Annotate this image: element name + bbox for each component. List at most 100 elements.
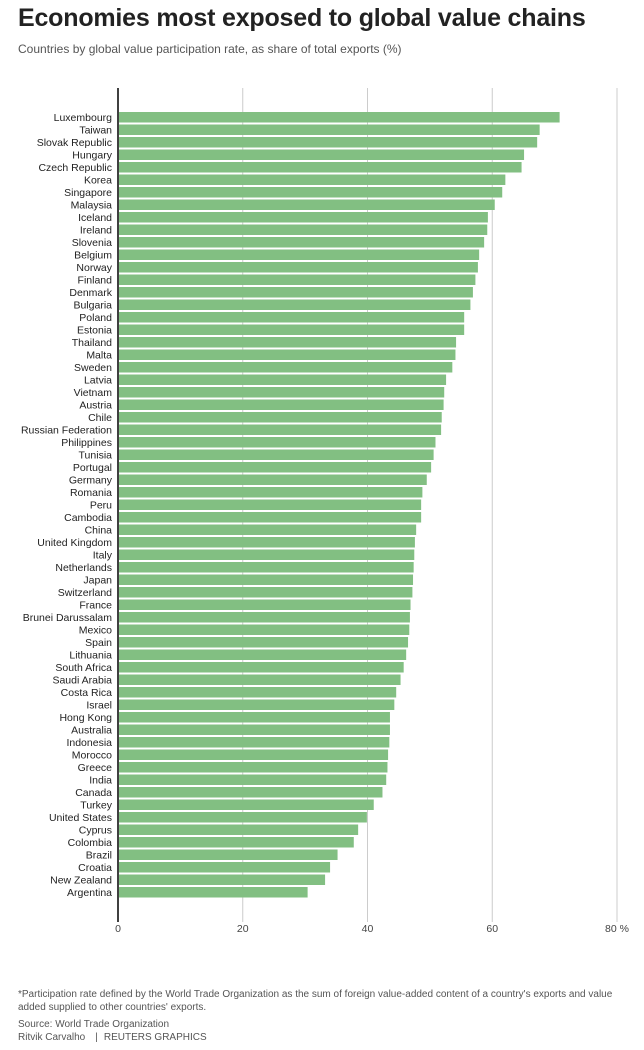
category-label: Spain [85, 637, 112, 649]
bar [119, 849, 338, 860]
bar [119, 887, 308, 898]
bar [119, 549, 415, 560]
bar [119, 324, 465, 335]
bar [119, 249, 480, 260]
category-label: Korea [84, 175, 112, 187]
category-label: Taiwan [79, 125, 112, 137]
bar [119, 662, 404, 673]
category-label: Croatia [78, 862, 112, 874]
bar [119, 824, 359, 835]
bar [119, 399, 444, 410]
category-label: Cambodia [64, 512, 112, 524]
bar [119, 512, 422, 523]
x-tick-label: 20 [237, 923, 249, 935]
category-label: Slovak Republic [37, 137, 112, 149]
footnote: *Participation rate defined by the World… [18, 989, 613, 1013]
bar [119, 812, 367, 823]
bar [119, 187, 503, 198]
x-tick-label: 0 [115, 923, 121, 935]
category-label: Saudi Arabia [52, 675, 112, 687]
category-label: Thailand [72, 337, 112, 349]
bar [119, 174, 506, 185]
category-label: Vietnam [74, 387, 113, 399]
bar [119, 687, 397, 698]
bar [119, 524, 417, 535]
category-label: Sweden [74, 362, 112, 374]
category-label: Australia [71, 725, 112, 737]
category-label: Iceland [78, 212, 112, 224]
bar [119, 599, 411, 610]
category-label: China [85, 525, 113, 537]
category-label: Brazil [86, 850, 112, 862]
bar [119, 537, 415, 548]
bar [119, 774, 387, 785]
category-label: New Zealand [50, 875, 112, 887]
bar [119, 462, 432, 473]
category-label: Slovenia [72, 237, 112, 249]
category-label: Portugal [73, 462, 112, 474]
category-label: Estonia [77, 325, 112, 337]
category-label: Singapore [64, 187, 112, 199]
x-tick-label: 60 [486, 923, 498, 935]
bar [119, 262, 478, 273]
bar [119, 799, 374, 810]
category-label: Malaysia [71, 200, 113, 212]
category-label: Morocco [72, 750, 112, 762]
bar [119, 299, 471, 310]
category-label: Romania [70, 487, 112, 499]
bar [119, 699, 395, 710]
credit-line: Ritvik Carvalho | REUTERS GRAPHICS [18, 1032, 207, 1043]
category-label: Lithuania [69, 650, 112, 662]
category-label: Norway [76, 262, 112, 274]
category-label: Peru [90, 500, 112, 512]
bar [119, 674, 401, 685]
bar [119, 787, 383, 798]
category-label: Argentina [67, 887, 112, 899]
bar [119, 637, 409, 648]
bar [119, 424, 442, 435]
bar [119, 562, 414, 573]
category-label: Switzerland [58, 587, 112, 599]
category-label: Hungary [72, 150, 112, 162]
bar [119, 737, 390, 748]
category-label: Malta [86, 350, 112, 362]
bar [119, 274, 476, 285]
category-label: Belgium [74, 250, 112, 262]
category-label: Japan [83, 575, 112, 587]
bar [119, 224, 488, 235]
category-label: India [89, 775, 112, 787]
bar [119, 162, 522, 173]
category-label: Tunisia [79, 450, 113, 462]
source-line: Source: World Trade Organization [18, 1019, 170, 1030]
bar [119, 387, 445, 398]
bar [119, 337, 457, 348]
category-label: Canada [75, 787, 112, 799]
bar [119, 649, 407, 660]
category-label: Brunei Darussalam [23, 612, 113, 624]
bar [119, 374, 447, 385]
bar [119, 862, 331, 873]
bar [119, 124, 540, 135]
bar [119, 587, 413, 598]
category-label: Latvia [84, 375, 112, 387]
category-label: Finland [78, 275, 113, 287]
category-label: France [79, 600, 112, 612]
category-label: Netherlands [55, 562, 112, 574]
bar [119, 362, 453, 373]
category-label: Czech Republic [38, 162, 112, 174]
category-label: United States [49, 812, 112, 824]
bar [119, 624, 410, 635]
bar [119, 149, 525, 160]
category-label: Italy [93, 550, 113, 562]
bar [119, 449, 434, 460]
x-tick-label: 40 [362, 923, 374, 935]
category-label: Austria [79, 400, 112, 412]
bar [119, 712, 390, 723]
category-label: Hong Kong [59, 712, 112, 724]
category-label: Denmark [69, 287, 112, 299]
category-label: Cyprus [79, 825, 112, 837]
category-label: Bulgaria [73, 300, 112, 312]
bar [119, 837, 354, 848]
bar [119, 574, 414, 585]
